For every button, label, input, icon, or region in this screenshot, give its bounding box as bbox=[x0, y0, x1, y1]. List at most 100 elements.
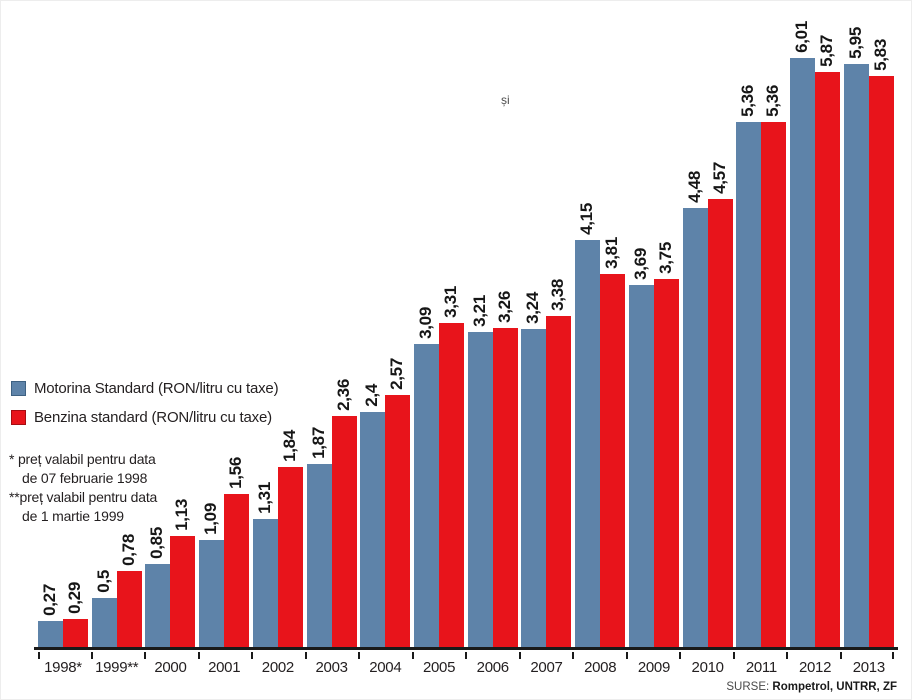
bar-value-label-motorina-1999: 0,5 bbox=[93, 570, 113, 593]
footnote-line-1: * preț valabil pentru data bbox=[9, 451, 156, 467]
bar-motorina-2009 bbox=[628, 285, 654, 647]
bar-group-2004: 2,4 2,57 bbox=[360, 7, 411, 647]
x-axis-label-2005: 2005 bbox=[422, 659, 456, 676]
bar-group-2012: 6,01 5,87 bbox=[790, 7, 841, 647]
bar-benzina-2000 bbox=[170, 536, 196, 647]
bar-benzina-2009 bbox=[653, 279, 679, 647]
bar-motorina-2011 bbox=[736, 122, 762, 647]
bar-benzina-2007 bbox=[546, 316, 572, 647]
bar-benzina-2013 bbox=[868, 76, 894, 647]
motorina-swatch-icon bbox=[11, 381, 26, 396]
bar-group-1999: 0,5 0,78 bbox=[91, 7, 142, 647]
bar-value-label-benzina-2004: 2,57 bbox=[387, 358, 407, 390]
title-fragment-text: și bbox=[501, 93, 510, 107]
bar-value-label-motorina-2006: 3,21 bbox=[469, 295, 489, 327]
x-axis-tick bbox=[733, 652, 735, 659]
bar-value-label-motorina-2009: 3,69 bbox=[630, 248, 650, 280]
bar-value-label-benzina-2001: 1,56 bbox=[226, 457, 246, 489]
bar-group-2007: 3,24 3,38 bbox=[521, 7, 572, 647]
x-axis-tick bbox=[38, 652, 40, 659]
bar-motorina-2012 bbox=[790, 58, 816, 647]
bar-value-label-benzina-2008: 3,81 bbox=[602, 237, 622, 269]
bar-motorina-1998 bbox=[38, 621, 63, 647]
x-axis-label-2003: 2003 bbox=[315, 659, 348, 676]
bar-value-label-motorina-2003: 1,87 bbox=[308, 427, 328, 459]
bar-value-label-benzina-1998: 0,29 bbox=[65, 582, 84, 614]
bar-value-label-motorina-2013: 5,95 bbox=[845, 27, 865, 59]
x-axis-label-1999: 1999** bbox=[95, 659, 139, 676]
bar-benzina-2002 bbox=[277, 467, 303, 647]
x-axis-label-2011: 2011 bbox=[745, 659, 777, 676]
bar-benzina-1999 bbox=[116, 571, 142, 647]
x-axis-tick bbox=[91, 652, 93, 659]
bar-motorina-2002 bbox=[252, 519, 278, 647]
x-axis-label-2007: 2007 bbox=[530, 659, 563, 676]
legend-item-benzina: Benzina standard (RON/litru cu taxe) bbox=[11, 409, 278, 426]
x-axis-tick bbox=[786, 652, 788, 659]
bar-group-2013: 5,95 5,83 bbox=[843, 7, 894, 647]
bar-value-label-benzina-2013: 5,83 bbox=[870, 39, 890, 71]
bar-value-label-benzina-2005: 3,31 bbox=[441, 286, 461, 318]
x-axis-tick bbox=[305, 652, 307, 659]
bar-value-label-motorina-2000: 0,85 bbox=[147, 527, 167, 559]
bar-benzina-2008 bbox=[600, 274, 626, 647]
bar-motorina-2010 bbox=[682, 208, 708, 647]
x-axis-tick bbox=[358, 652, 360, 659]
bar-value-label-benzina-2011: 5,36 bbox=[763, 85, 783, 117]
bar-group-2003: 1,87 2,36 bbox=[306, 7, 357, 647]
chart-legend: Motorina Standard (RON/litru cu taxe) Be… bbox=[11, 380, 279, 438]
x-axis-tick bbox=[465, 652, 467, 659]
x-axis-line bbox=[34, 647, 898, 650]
x-axis-tick bbox=[198, 652, 200, 659]
bar-value-label-benzina-2010: 4,57 bbox=[709, 162, 729, 194]
bar-group-2010: 4,48 4,57 bbox=[682, 7, 733, 647]
bar-value-label-motorina-2001: 1,09 bbox=[201, 503, 221, 535]
x-axis-label-2013: 2013 bbox=[852, 659, 885, 676]
bar-motorina-2004 bbox=[360, 412, 386, 647]
bar-benzina-2010 bbox=[707, 199, 733, 647]
benzina-swatch-icon bbox=[11, 410, 26, 425]
bar-value-label-motorina-2005: 3,09 bbox=[416, 307, 436, 339]
source-names: Rompetrol, UNTRR, ZF bbox=[772, 681, 897, 693]
footnote-line-3: **preț valabil pentru data bbox=[9, 489, 158, 505]
bar-value-label-benzina-2002: 1,84 bbox=[279, 430, 299, 462]
bar-value-label-benzina-2012: 5,87 bbox=[817, 35, 837, 67]
bar-benzina-2001 bbox=[224, 494, 250, 647]
bar-motorina-2001 bbox=[199, 540, 225, 647]
bar-value-label-motorina-2004: 2,4 bbox=[362, 384, 382, 407]
bar-benzina-2003 bbox=[331, 416, 357, 647]
source-prefix: SURSE: bbox=[726, 681, 770, 693]
x-axis-tick bbox=[679, 652, 681, 659]
x-axis-tick bbox=[840, 652, 842, 659]
bar-group-2008: 4,15 3,81 bbox=[575, 7, 626, 647]
legend-label-motorina: Motorina Standard (RON/litru cu taxe) bbox=[34, 380, 279, 397]
x-axis-tick bbox=[519, 652, 521, 659]
x-axis-label-2008: 2008 bbox=[584, 659, 617, 676]
bar-value-label-benzina-2000: 1,13 bbox=[172, 499, 192, 531]
bar-motorina-1999 bbox=[91, 598, 117, 647]
x-axis-tick bbox=[572, 652, 574, 659]
bar-group-2006: 3,21 3,26 bbox=[467, 7, 518, 647]
bar-value-label-benzina-2007: 3,38 bbox=[548, 279, 568, 311]
bar-benzina-2011 bbox=[761, 122, 787, 647]
x-axis-labels: 1998* 1999** 2000 2001 2002 2003 2004 2005 2006 2… bbox=[38, 659, 894, 676]
plot-area: 0,27 0,29 0,5 0,78 0,85 1,13 1,09 1,56 1,31 1,84 1… bbox=[38, 7, 894, 647]
bar-benzina-2004 bbox=[385, 395, 411, 647]
bar-value-label-benzina-2006: 3,26 bbox=[494, 291, 514, 323]
bar-value-label-benzina-2009: 3,75 bbox=[655, 242, 675, 274]
legend-label-benzina: Benzina standard (RON/litru cu taxe) bbox=[34, 409, 272, 426]
footnote-line-2: de 07 februarie 1998 bbox=[22, 470, 148, 486]
x-axis-tick bbox=[626, 652, 628, 659]
bar-group-2001: 1,09 1,56 bbox=[199, 7, 250, 647]
bar-group-2000: 0,85 1,13 bbox=[145, 7, 196, 647]
bar-motorina-2013 bbox=[843, 64, 869, 647]
bar-value-label-benzina-2003: 2,36 bbox=[333, 379, 353, 411]
bar-group-1998: 0,27 0,29 bbox=[38, 7, 88, 647]
bar-group-2011: 5,36 5,36 bbox=[736, 7, 787, 647]
x-axis-label-2006: 2006 bbox=[476, 659, 509, 676]
legend-item-motorina: Motorina Standard (RON/litru cu taxe) bbox=[11, 380, 279, 397]
x-axis-label-2010: 2010 bbox=[691, 659, 724, 676]
bar-motorina-2000 bbox=[145, 564, 171, 647]
x-axis-label-2009: 2009 bbox=[637, 659, 670, 676]
